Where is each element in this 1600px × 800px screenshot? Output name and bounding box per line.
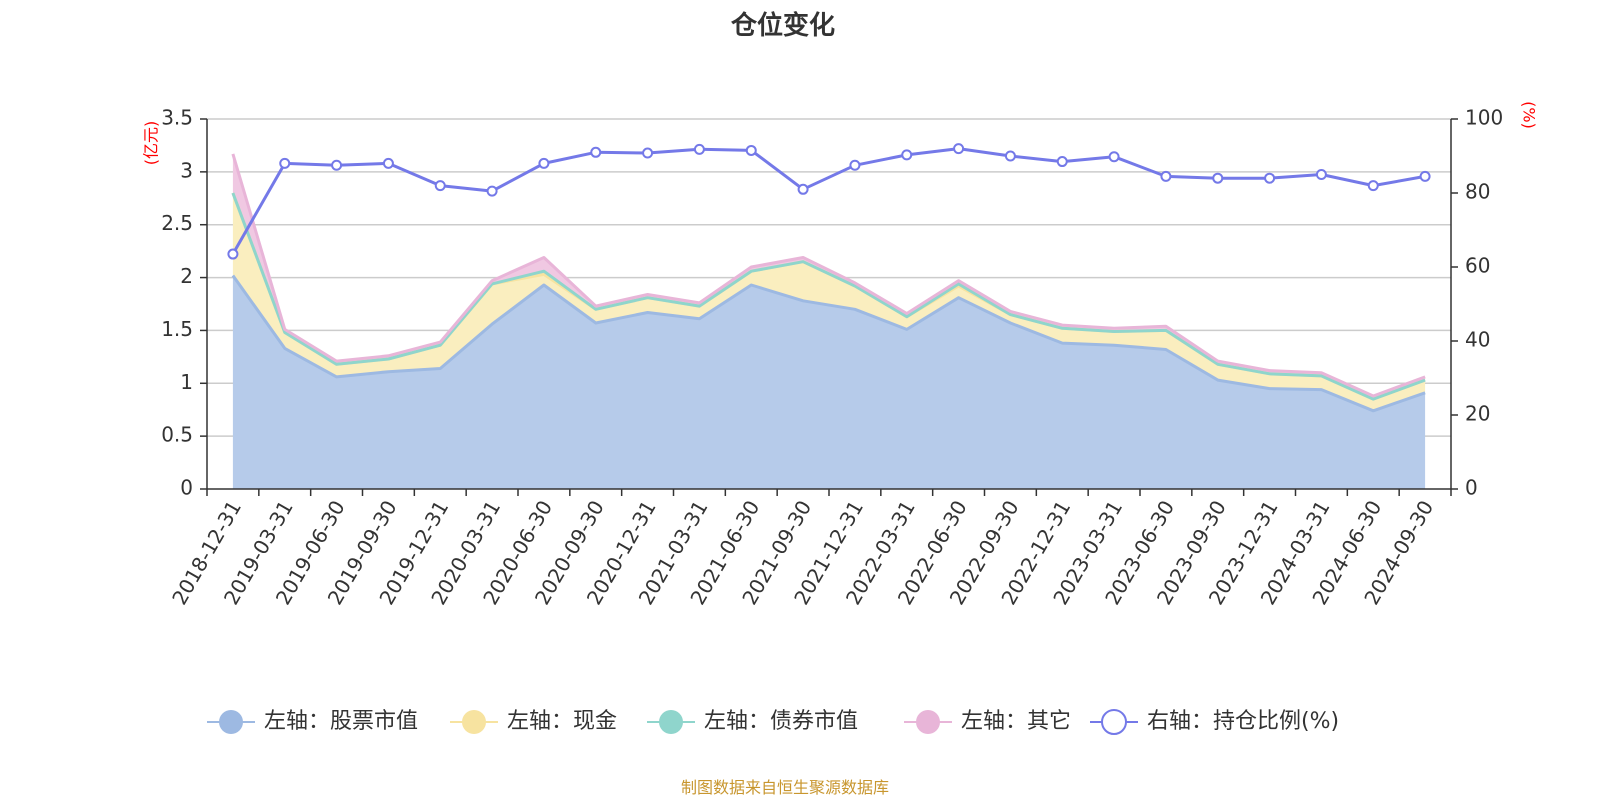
right-axis-tick-label: 0 [1465, 476, 1478, 500]
ratio-point [849, 159, 861, 171]
ratio-line [231, 147, 1426, 255]
legend-swatch-marker [462, 710, 486, 734]
legend-label: 左轴：其它 [961, 709, 1071, 734]
stacked-areas [232, 153, 1426, 489]
legend-item[interactable]: 左轴：现金 [450, 709, 617, 734]
axes [200, 118, 1458, 496]
ratio-point [382, 157, 394, 169]
area-左轴：股票市值 [232, 275, 1426, 489]
left-axis-tick-label: 1 [180, 370, 193, 394]
ratio-point [1160, 170, 1172, 182]
legend-label: 左轴：股票市值 [264, 709, 418, 734]
ratio-point [1004, 150, 1016, 162]
legend-swatch-marker [659, 710, 683, 734]
right-axis-tick-label: 100 [1465, 106, 1503, 130]
legend-item[interactable]: 左轴：股票市值 [207, 709, 418, 734]
ratio-point [1108, 151, 1120, 163]
x-axis-tick-labels: 2018-12-312019-03-312019-06-302019-09-30… [167, 496, 1438, 609]
ratio-point [745, 144, 757, 156]
ratio-point [1419, 170, 1431, 182]
area-line-左轴：其它 [231, 153, 1426, 398]
legend-swatch-marker [219, 710, 243, 734]
chart-title: 仓位变化 [730, 10, 835, 41]
legend-item[interactable]: 左轴：债券市值 [647, 709, 858, 734]
ratio-point [1264, 172, 1276, 184]
ratio-point [227, 248, 239, 260]
right-axis-tick-label: 80 [1465, 180, 1490, 204]
legend-item[interactable]: 左轴：其它 [904, 709, 1071, 734]
right-axis-tick-labels: 0 20 40 60 80 100 [1465, 106, 1503, 500]
ratio-point [901, 149, 913, 161]
right-axis-tick-label: 60 [1465, 254, 1490, 278]
ratio-point [538, 157, 550, 169]
legend-label: 左轴：债券市值 [704, 709, 858, 734]
ratio-point [434, 180, 446, 192]
data-source: 制图数据来自恒生聚源数据库 [681, 778, 889, 797]
ratio-point [1315, 169, 1327, 180]
ratio-point [953, 143, 965, 155]
legend-label: 右轴：持仓比例(%) [1147, 709, 1339, 734]
ratio-point [1212, 172, 1224, 184]
ratio-point [1056, 156, 1068, 168]
left-axis-tick-label: 3 [180, 158, 193, 182]
ratio-point [486, 185, 498, 197]
ratio-points [227, 143, 1431, 260]
left-axis-tick-label: 3.5 [161, 106, 193, 130]
legend-label: 左轴：现金 [507, 709, 617, 734]
legend-item[interactable]: 右轴：持仓比例(%) [1090, 709, 1339, 735]
left-axis-tick-labels: 0 0.5 1 1.5 2 2.5 3 3.5 [161, 106, 193, 500]
ratio-point [693, 143, 705, 155]
ratio-point [642, 147, 654, 159]
legend-swatch-marker [1101, 709, 1127, 735]
ratio-point [279, 157, 291, 169]
left-axis-tick-label: 2 [180, 264, 193, 288]
series-lines [231, 147, 1426, 413]
right-axis-tick-label: 40 [1465, 328, 1490, 352]
left-axis-tick-label: 2.5 [161, 211, 193, 235]
right-axis-unit: (%) [1520, 101, 1539, 129]
left-axis-tick-label: 0 [180, 476, 193, 500]
ratio-point [331, 159, 343, 171]
legend-swatch-marker [916, 710, 940, 734]
left-axis-tick-label: 0.5 [161, 423, 193, 447]
left-axis-unit: (亿元) [142, 121, 161, 166]
area-左轴：现金 [232, 193, 1426, 411]
ratio-point [797, 183, 809, 195]
legend: 左轴：股票市值 左轴：现金 左轴：债券市值 左轴：其它 右轴：持仓比例(%) [207, 709, 1339, 735]
left-axis-tick-label: 1.5 [161, 317, 193, 341]
ratio-point [1367, 180, 1379, 192]
area-line-左轴：债券市值 [231, 192, 1426, 401]
right-axis-tick-label: 20 [1465, 402, 1490, 426]
ratio-point [590, 146, 602, 158]
area-line-左轴：股票市值 [231, 274, 1426, 413]
